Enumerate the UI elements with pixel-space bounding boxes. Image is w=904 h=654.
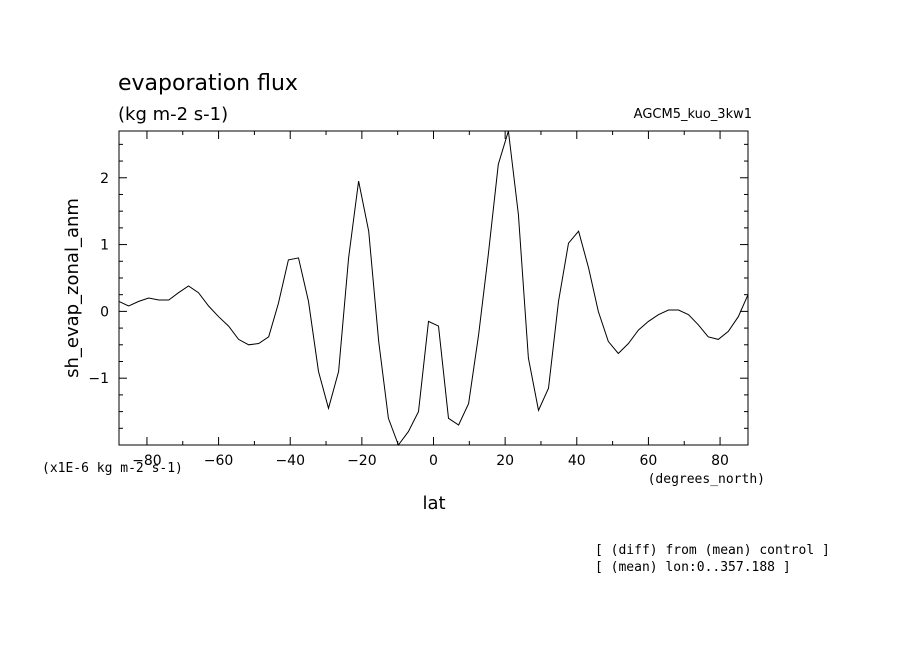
- x-tick-label: −60: [204, 453, 234, 469]
- x-tick-label: −40: [275, 453, 305, 469]
- chart-title: evaporation flux: [118, 71, 298, 96]
- y-tick-label: 1: [100, 238, 109, 254]
- experiment-label: AGCM5_kuo_3kw1: [634, 107, 752, 122]
- x-tick-label: −20: [347, 453, 377, 469]
- x-tick-labels: −80 −60 −40 −20 0 20 40 60 80: [132, 453, 729, 469]
- plot-frame: [118, 130, 749, 446]
- x-axis-label: lat: [422, 493, 445, 514]
- y-axis-label: sh_evap_zonal_anm: [62, 198, 83, 378]
- x-axis-unit: (degrees_north): [648, 472, 765, 487]
- x-tick-label: 20: [496, 453, 514, 469]
- note-mean: [ (mean) lon:0..357.188 ]: [595, 560, 791, 575]
- x-tick-label: 0: [429, 453, 438, 469]
- axis-ticks: [119, 131, 748, 445]
- y-tick-labels: −1 0 1 2: [88, 171, 109, 387]
- series-line: [118, 130, 749, 447]
- x-tick-label: 60: [640, 453, 658, 469]
- x-tick-label: −80: [132, 453, 162, 469]
- y-tick-label: 0: [100, 304, 109, 320]
- note-diff: [ (diff) from (mean) control ]: [595, 543, 830, 558]
- y-tick-label: −1: [88, 371, 109, 387]
- y-axis-unit: (x1E-6 kg m-2 s-1): [42, 461, 183, 476]
- y-tick-label: 2: [100, 171, 109, 187]
- chart-subtitle: (kg m-2 s-1): [118, 104, 228, 125]
- x-tick-label: 40: [568, 453, 586, 469]
- x-tick-label: 80: [711, 453, 729, 469]
